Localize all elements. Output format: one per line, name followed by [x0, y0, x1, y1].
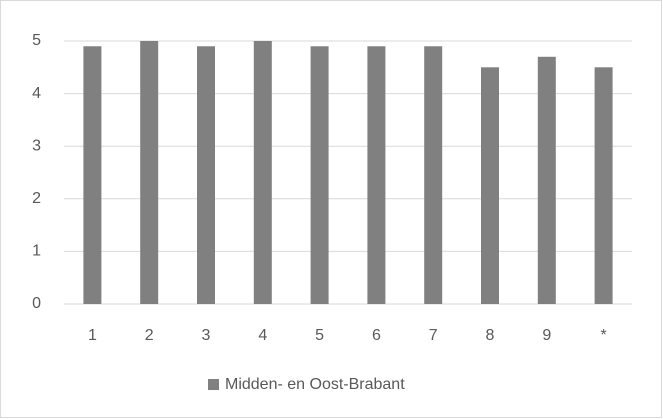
x-tick-label: 9	[542, 327, 551, 344]
x-tick-label: 6	[372, 327, 381, 344]
bar	[481, 67, 499, 304]
y-tick-label: 3	[32, 137, 41, 154]
y-tick-label: 5	[32, 32, 41, 49]
x-tick-label: 5	[315, 327, 324, 344]
y-tick-label: 0	[32, 295, 41, 312]
x-tick-label: 4	[258, 327, 267, 344]
bar	[140, 41, 159, 304]
bar	[197, 46, 215, 304]
x-tick-label: 8	[486, 327, 495, 344]
bar	[594, 67, 613, 304]
x-tick-label: 1	[88, 327, 97, 344]
x-tick-label: *	[600, 327, 606, 344]
x-tick-label: 7	[429, 327, 438, 344]
y-tick-label: 1	[32, 243, 41, 260]
y-tick-label: 4	[32, 85, 41, 102]
bar	[83, 46, 102, 304]
bar	[537, 56, 556, 304]
bar	[367, 46, 386, 304]
bar	[424, 46, 443, 304]
bar	[253, 41, 272, 304]
x-tick-label: 3	[202, 327, 211, 344]
x-tick-label: 2	[145, 327, 154, 344]
legend-swatch	[208, 379, 219, 390]
bar	[310, 46, 329, 304]
y-tick-label: 2	[32, 190, 41, 207]
legend-label: Midden- en Oost-Brabant	[225, 376, 405, 393]
